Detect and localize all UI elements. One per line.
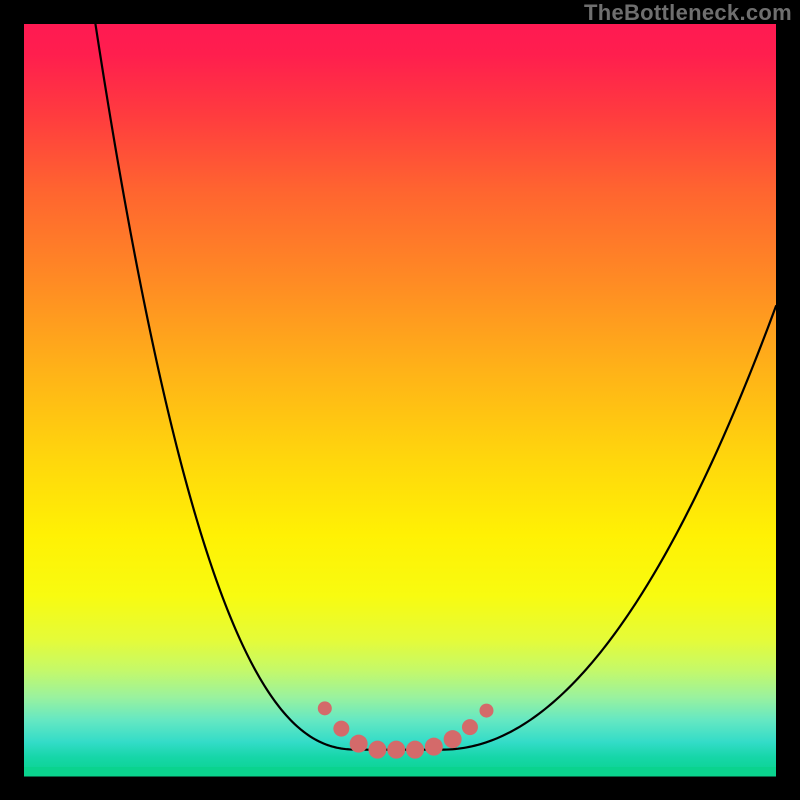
base-green-band <box>24 767 776 777</box>
curve-marker <box>333 721 349 737</box>
curve-marker <box>425 738 443 756</box>
curve-marker <box>318 701 332 715</box>
curve-marker <box>462 719 478 735</box>
curve-marker <box>444 730 462 748</box>
curve-marker <box>479 704 493 718</box>
curve-marker <box>406 741 424 759</box>
chart-stage: TheBottleneck.com <box>0 0 800 800</box>
curve-marker <box>387 741 405 759</box>
curve-marker <box>350 735 368 753</box>
chart-svg <box>0 0 800 800</box>
curve-marker <box>368 741 386 759</box>
watermark-text: TheBottleneck.com <box>584 0 792 26</box>
gradient-background <box>24 24 776 776</box>
